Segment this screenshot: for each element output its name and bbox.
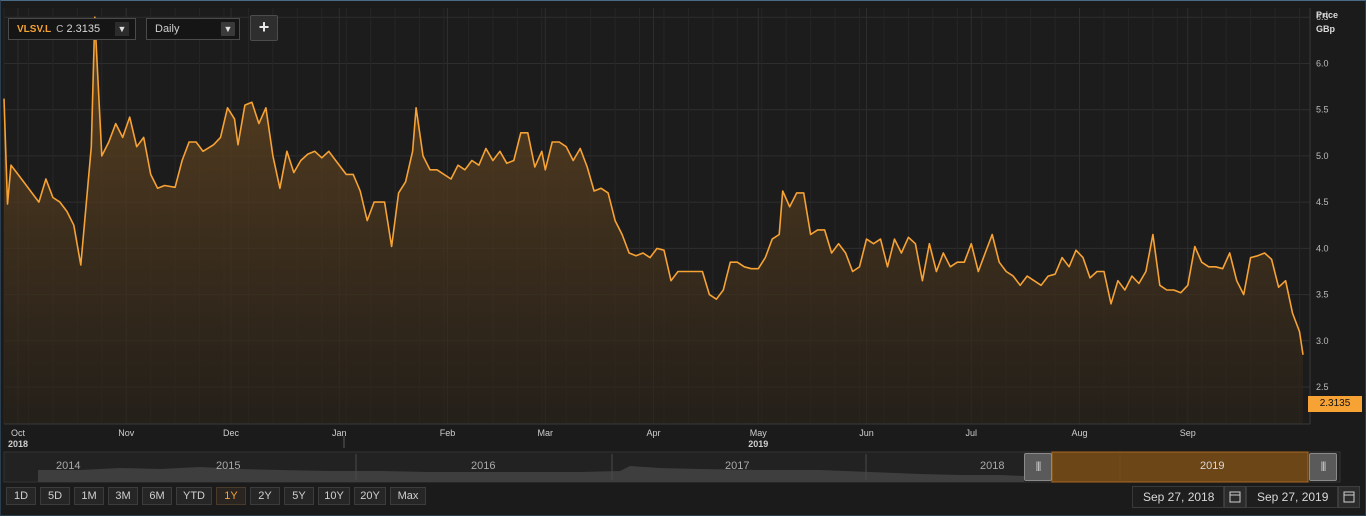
add-series-button[interactable]: +: [250, 15, 278, 41]
y-tick-label: 5.5: [1316, 105, 1329, 115]
y-axis-title: Price: [1316, 10, 1339, 20]
navigator-year-2015: 2015: [216, 460, 241, 472]
calendar-glyph: [1229, 491, 1241, 503]
y-tick-label: 6.0: [1316, 58, 1329, 68]
calendar-icon[interactable]: [1224, 486, 1246, 508]
range-button-10y[interactable]: 10Y: [318, 487, 350, 505]
range-button-2y[interactable]: 2Y: [250, 487, 280, 505]
ticker-symbol: VLSV.L: [17, 24, 52, 35]
navigator-left-handle[interactable]: |||: [1024, 453, 1052, 481]
x-tick-label: Nov: [118, 428, 135, 438]
navigator-year-2014: 2014: [56, 460, 81, 472]
end-date-field[interactable]: Sep 27, 2019: [1246, 486, 1338, 508]
y-tick-label: 6.5: [1316, 12, 1329, 22]
range-button-6m[interactable]: 6M: [142, 487, 172, 505]
series-area-fill: [4, 17, 1303, 424]
range-button-3m[interactable]: 3M: [108, 487, 138, 505]
chevron-down-icon[interactable]: ▼: [221, 22, 235, 36]
frequency-selector[interactable]: Daily ▼: [146, 18, 240, 40]
y-axis-ticks: 2.5 3.0 3.5 4.0 4.5 5.0 5.5 6.0 6.5: [1316, 12, 1329, 392]
y-tick-label: 5.0: [1316, 151, 1329, 161]
x-tick-label: Mar: [538, 428, 554, 438]
x-tick-label: Jun: [859, 428, 874, 438]
navigator-year-2016: 2016: [471, 460, 496, 472]
x-tick-label: Aug: [1072, 428, 1088, 438]
calendar-icon[interactable]: [1338, 486, 1360, 508]
y-tick-label: 3.0: [1316, 336, 1329, 346]
last-price-badge: 2.3135: [1308, 396, 1362, 412]
x-tick-label: May: [750, 428, 768, 438]
range-button-1y[interactable]: 1Y: [216, 487, 246, 505]
frequency-label: Daily: [155, 23, 180, 35]
x-tick-label: Oct: [11, 428, 26, 438]
chevron-down-icon[interactable]: ▼: [115, 22, 129, 36]
range-button-max[interactable]: Max: [390, 487, 426, 505]
range-button-1m[interactable]: 1M: [74, 487, 104, 505]
y-axis-unit: GBp: [1316, 24, 1335, 34]
navigator-selection-window[interactable]: [1051, 451, 1309, 483]
range-button-1d[interactable]: 1D: [6, 487, 36, 505]
navigator-year-2018: 2018: [980, 460, 1005, 472]
series-line: [3, 16, 1304, 355]
range-button-ytd[interactable]: YTD: [176, 487, 212, 505]
navigator-sparkline: [38, 466, 1024, 482]
range-button-20y[interactable]: 20Y: [354, 487, 386, 505]
x-tick-label: Sep: [1180, 428, 1196, 438]
y-tick-label: 2.5: [1316, 382, 1329, 392]
y-tick-label: 4.5: [1316, 197, 1329, 207]
navigator-right-handle[interactable]: |||: [1309, 453, 1337, 481]
x-tick-label: Dec: [223, 428, 240, 438]
x-year-label: 2018: [8, 439, 28, 449]
start-date-field[interactable]: Sep 27, 2018: [1132, 486, 1224, 508]
x-tick-label: Jul: [966, 428, 978, 438]
navigator-year-2019: 2019: [1200, 460, 1225, 472]
y-tick-label: 4.0: [1316, 243, 1329, 253]
x-tick-label: Feb: [440, 428, 456, 438]
price-area: [3, 16, 1304, 424]
range-button-5d[interactable]: 5D: [40, 487, 70, 505]
x-year-label: 2019: [748, 439, 768, 449]
y-tick-label: 3.5: [1316, 290, 1329, 300]
x-tick-label: Jan: [332, 428, 347, 438]
navigator-year-2017: 2017: [725, 460, 750, 472]
calendar-glyph: [1343, 491, 1355, 503]
x-tick-label: Apr: [647, 428, 661, 438]
range-button-5y[interactable]: 5Y: [284, 487, 314, 505]
ticker-selector[interactable]: VLSV.L C 2.3135 ▼: [8, 18, 136, 40]
close-prefix: C: [56, 24, 64, 35]
close-value: 2.3135: [66, 23, 101, 35]
